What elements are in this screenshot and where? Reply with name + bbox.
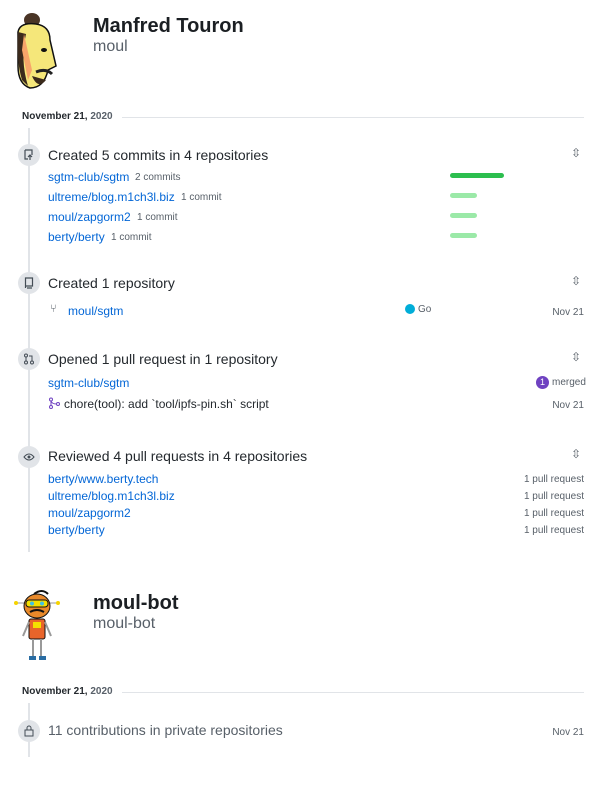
git-merge-icon	[49, 397, 60, 409]
divider	[122, 117, 584, 118]
pr-date: Nov 21	[552, 400, 584, 411]
review-count[interactable]: 1 pull request	[523, 474, 584, 485]
divider	[122, 692, 584, 693]
user-name[interactable]: moul-bot	[93, 592, 179, 614]
repo-date: Nov 21	[552, 307, 584, 318]
review-repo-link[interactable]: ultreme/blog.m1ch3l.biz	[48, 489, 175, 503]
timeline-line	[28, 128, 30, 552]
fold-icon[interactable]: ⇳	[571, 146, 582, 160]
fold-icon[interactable]: ⇳	[571, 447, 582, 461]
user-login[interactable]: moul	[93, 38, 128, 55]
commit-share-bar	[450, 193, 477, 198]
pr-repo-link[interactable]: sgtm-club/sgtm	[48, 376, 130, 390]
merged-count-badge: 1	[536, 376, 549, 389]
lock-icon	[18, 720, 40, 742]
date-heading: November 21, 2020	[22, 111, 113, 122]
review-repo-link[interactable]: moul/zapgorm2	[48, 506, 131, 520]
commit-count[interactable]: 1 commit	[111, 232, 152, 243]
commit-count[interactable]: 1 commit	[181, 192, 222, 203]
reviews-title: Reviewed 4 pull requests in 4 repositori…	[48, 448, 308, 464]
commit-share-bar	[450, 213, 477, 218]
eye-icon	[18, 446, 40, 468]
repo-link[interactable]: moul/sgtm	[68, 304, 124, 318]
review-count[interactable]: 1 pull request	[523, 491, 584, 502]
git-pull-request-icon	[18, 348, 40, 370]
commit-repo-link[interactable]: ultreme/blog.m1ch3l.biz	[48, 190, 175, 204]
language-color-dot	[405, 304, 415, 314]
avatar-manfred[interactable]	[10, 10, 62, 90]
commit-share-bar	[450, 233, 477, 238]
review-repo-link[interactable]: berty/berty	[48, 523, 105, 537]
commit-repo-link[interactable]: sgtm-club/sgtm	[48, 170, 130, 184]
prs-title: Opened 1 pull request in 1 repository	[48, 351, 278, 367]
fold-icon[interactable]: ⇳	[571, 350, 582, 364]
date-heading: November 21, 2020	[22, 686, 113, 697]
review-count[interactable]: 1 pull request	[523, 525, 584, 536]
merged-label: merged	[552, 377, 586, 388]
repo-push-icon	[18, 144, 40, 166]
fork-icon: ⑂	[50, 303, 57, 315]
avatar-moul-bot[interactable]	[14, 588, 62, 664]
user-name[interactable]: Manfred Touron	[93, 15, 244, 37]
commit-count[interactable]: 2 commits	[135, 172, 181, 183]
language-label: Go	[418, 304, 432, 315]
pr-title-link[interactable]: chore(tool): add `tool/ipfs-pin.sh` scri…	[64, 397, 269, 411]
fold-icon[interactable]: ⇳	[571, 274, 582, 288]
repo-icon	[18, 272, 40, 294]
commit-repo-link[interactable]: berty/berty	[48, 230, 105, 244]
review-repo-link[interactable]: berty/www.berty.tech	[48, 472, 159, 486]
private-date: Nov 21	[552, 727, 584, 738]
user-login[interactable]: moul-bot	[93, 615, 156, 632]
private-contributions-title: 11 contributions in private repositories	[48, 722, 283, 738]
commit-share-bar	[450, 173, 504, 178]
commits-title: Created 5 commits in 4 repositories	[48, 147, 269, 163]
review-count[interactable]: 1 pull request	[523, 508, 584, 519]
commit-count[interactable]: 1 commit	[137, 212, 178, 223]
commit-repo-link[interactable]: moul/zapgorm2	[48, 210, 131, 224]
repos-title: Created 1 repository	[48, 275, 175, 291]
